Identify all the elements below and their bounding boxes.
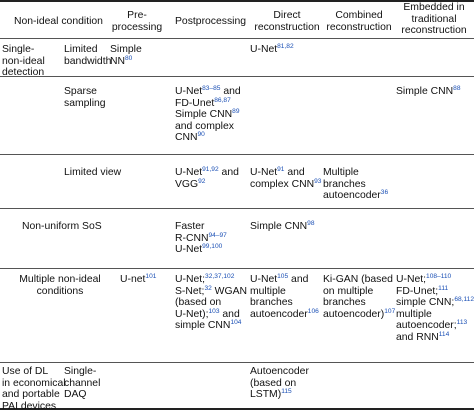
ref-link[interactable]: 98 <box>307 220 315 227</box>
cell-multiple-post: U-Net;32,37,102 S-Net;32 WGAN (based on … <box>175 273 248 332</box>
row-rule-multiple <box>0 362 474 363</box>
row-label-limited-bandwidth: Limited bandwidth <box>64 44 112 67</box>
ref-link[interactable]: 103 <box>208 307 220 315</box>
row-label-limited-view: Limited view <box>64 167 122 178</box>
row-label-sparse-sampling: Sparse sampling <box>64 86 106 109</box>
ref-link[interactable]: 92 <box>198 177 206 185</box>
ref-link[interactable]: 86,87 <box>214 96 231 104</box>
ref-link[interactable]: 90 <box>197 131 205 139</box>
header-direct: Direct reconstruction <box>254 10 320 33</box>
row-rule-sparse <box>0 154 474 155</box>
ref-link[interactable]: 91 <box>277 166 285 173</box>
row-rule-limited-view <box>0 208 474 209</box>
cell-sos-post: Faster R-CNN94–97 U-Net99,100 <box>175 221 227 256</box>
ref-link[interactable]: 36 <box>380 189 389 197</box>
row-rule-sos <box>0 268 474 269</box>
ref-link[interactable]: 111 <box>438 284 449 292</box>
row-label-single-channel-daq: Single-channel DAQ <box>64 366 101 401</box>
row-label-multiple-conditions: Multiple non-ideal conditions <box>19 274 101 297</box>
cell-bandwidth-direct: U-Net81,82 <box>250 43 294 55</box>
ref-link[interactable]: 68,112 <box>454 296 474 304</box>
ref-link[interactable]: 101 <box>145 273 157 280</box>
cell-sparse-post: U-Net83–85 and FD-Unet86,87 Simple CNN89… <box>175 85 241 144</box>
ref-link[interactable]: 106 <box>307 307 319 315</box>
ref-link[interactable]: 99,100 <box>202 243 223 251</box>
ref-link[interactable]: 113 <box>456 319 468 327</box>
cell-multiple-embedded: U-Net;108–110 FD-Unet;111 simple CNN;68,… <box>396 273 474 343</box>
ref-link[interactable]: 88 <box>453 85 461 92</box>
ref-link[interactable]: 93 <box>314 177 322 185</box>
ref-link[interactable]: 108–110 <box>426 273 452 280</box>
ref-link[interactable]: 80 <box>125 54 133 62</box>
group-single-detection: Single-non-ideal detection <box>2 44 45 79</box>
table-bottom-rule <box>0 408 474 410</box>
header-combined: Combined reconstruction <box>326 10 392 33</box>
ref-link[interactable]: 104 <box>230 319 242 327</box>
cell-limited-view-combined: Multiple branches autoencoder36 <box>323 167 389 202</box>
ref-link[interactable]: 94–97 <box>208 231 227 239</box>
group-economical-portable: Use of DL in economical and portable PAI de… <box>2 366 66 412</box>
header-embedded: Embedded in traditional reconstruction <box>401 2 467 37</box>
ref-link[interactable]: 32,37,102 <box>205 273 235 280</box>
header-postprocessing: Postprocessing <box>175 16 247 27</box>
cell-economical-direct: Autoencoder (based on LSTM)115 <box>250 366 309 401</box>
ref-link[interactable]: 105 <box>277 273 289 280</box>
ref-link[interactable]: 81,82 <box>277 43 294 50</box>
table-top-rule <box>0 0 474 2</box>
ref-link[interactable]: 115 <box>281 388 292 396</box>
cell-multiple-combined: Ki-GAN (based on multiple branches autoe… <box>323 274 396 320</box>
cell-sos-direct: Simple CNN98 <box>250 220 315 232</box>
header-preprocessing: Pre-processing <box>111 10 163 33</box>
ref-link[interactable]: 89 <box>232 108 240 116</box>
ref-link[interactable]: 107 <box>384 307 396 315</box>
cell-multiple-pre: U-net101 <box>120 273 157 285</box>
row-label-non-uniform-sos: Non-uniform SoS <box>22 221 102 232</box>
ref-link[interactable]: 83–85 <box>202 85 221 92</box>
cell-limited-view-post: U-Net91,92 and VGG92 <box>175 166 239 190</box>
ref-link[interactable]: 32 <box>204 284 212 292</box>
cell-multiple-direct: U-Net105 and multiple branches autoencod… <box>250 273 319 320</box>
cell-limited-view-direct: U-Net91 and complex CNN93 <box>250 166 322 190</box>
ref-link[interactable]: 114 <box>438 330 450 338</box>
header-bottom-rule <box>0 38 474 39</box>
header-condition: Non-ideal condition <box>14 16 103 27</box>
cell-sparse-embedded: Simple CNN88 <box>396 85 461 97</box>
cell-bandwidth-pre: Simple NN80 <box>110 44 142 67</box>
row-rule-bandwidth <box>0 76 474 77</box>
ref-link[interactable]: 91,92 <box>202 166 219 173</box>
